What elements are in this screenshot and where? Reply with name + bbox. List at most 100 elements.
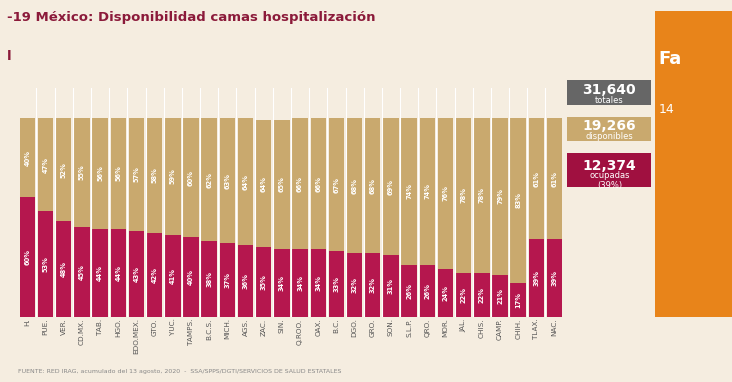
Bar: [74, 118, 89, 227]
Text: 35%: 35%: [261, 274, 266, 290]
Text: 64%: 64%: [261, 175, 266, 191]
Bar: [38, 211, 53, 317]
Text: 78%: 78%: [479, 188, 485, 204]
Text: 55%: 55%: [79, 165, 85, 180]
Bar: [529, 240, 544, 317]
Bar: [129, 231, 144, 317]
Bar: [419, 265, 435, 317]
Text: 76%: 76%: [442, 186, 449, 201]
Bar: [384, 255, 399, 317]
Bar: [329, 251, 344, 317]
Text: 32%: 32%: [370, 277, 376, 293]
Text: 41%: 41%: [170, 268, 176, 284]
Bar: [401, 118, 417, 265]
Text: 66%: 66%: [315, 175, 321, 191]
Text: 24%: 24%: [442, 285, 449, 301]
Bar: [438, 118, 453, 269]
Bar: [529, 118, 544, 240]
Text: 58%: 58%: [152, 168, 157, 183]
Text: ocupadas
(39%): ocupadas (39%): [589, 171, 630, 190]
Text: 22%: 22%: [479, 287, 485, 303]
Bar: [456, 273, 471, 317]
Text: Fa: Fa: [659, 50, 682, 68]
Text: 60%: 60%: [188, 170, 194, 186]
Bar: [74, 227, 89, 317]
Bar: [274, 249, 290, 317]
Text: 42%: 42%: [152, 267, 157, 283]
Text: 79%: 79%: [497, 188, 503, 204]
Text: 43%: 43%: [133, 266, 140, 282]
Text: 83%: 83%: [515, 193, 521, 209]
Text: 65%: 65%: [279, 176, 285, 193]
Text: 44%: 44%: [97, 265, 103, 281]
Bar: [183, 237, 198, 317]
Text: 17%: 17%: [515, 292, 521, 308]
Bar: [147, 118, 163, 233]
Text: 74%: 74%: [425, 183, 430, 199]
Bar: [183, 118, 198, 237]
Bar: [347, 118, 362, 253]
Text: 68%: 68%: [370, 178, 376, 194]
Text: 40%: 40%: [24, 150, 31, 166]
Text: totales: totales: [595, 96, 624, 105]
Bar: [238, 245, 253, 317]
Text: 14: 14: [659, 103, 675, 116]
Text: 37%: 37%: [224, 272, 231, 288]
Bar: [256, 120, 272, 247]
Text: 48%: 48%: [61, 261, 67, 277]
Bar: [384, 118, 399, 255]
Text: 12,374: 12,374: [583, 159, 636, 173]
Bar: [256, 247, 272, 317]
Bar: [201, 241, 217, 317]
Text: 45%: 45%: [79, 264, 85, 280]
Bar: [56, 222, 72, 317]
Bar: [310, 249, 326, 317]
Text: 19,266: 19,266: [583, 119, 636, 133]
Text: 39%: 39%: [534, 270, 539, 286]
Text: 32%: 32%: [351, 277, 358, 293]
Text: 26%: 26%: [406, 283, 412, 299]
Bar: [147, 233, 163, 317]
Text: 56%: 56%: [97, 166, 103, 181]
Text: 61%: 61%: [534, 170, 539, 186]
Bar: [401, 265, 417, 317]
Text: 26%: 26%: [425, 283, 430, 299]
Bar: [510, 283, 526, 317]
Text: 63%: 63%: [224, 173, 231, 189]
Text: 69%: 69%: [388, 178, 394, 194]
Bar: [238, 118, 253, 245]
Bar: [474, 118, 490, 273]
Text: 34%: 34%: [315, 275, 321, 291]
Bar: [92, 118, 108, 229]
Bar: [329, 118, 344, 251]
Text: disponibles: disponibles: [586, 132, 633, 141]
Text: 31,640: 31,640: [583, 83, 636, 97]
Bar: [365, 253, 381, 317]
Bar: [292, 249, 307, 317]
Bar: [220, 243, 235, 317]
Bar: [547, 240, 562, 317]
Text: 53%: 53%: [42, 256, 48, 272]
Bar: [220, 118, 235, 243]
Text: 44%: 44%: [115, 265, 122, 281]
Text: 21%: 21%: [497, 288, 503, 304]
Text: 66%: 66%: [297, 175, 303, 191]
Text: 38%: 38%: [206, 271, 212, 287]
Text: l: l: [7, 50, 12, 63]
Text: 40%: 40%: [188, 269, 194, 285]
Text: 67%: 67%: [333, 176, 340, 193]
Bar: [274, 120, 290, 249]
Text: 39%: 39%: [551, 270, 558, 286]
Bar: [201, 118, 217, 241]
Text: 62%: 62%: [206, 172, 212, 188]
Bar: [111, 229, 126, 317]
Text: 34%: 34%: [279, 275, 285, 291]
Text: 78%: 78%: [460, 188, 467, 204]
Text: 36%: 36%: [242, 273, 249, 289]
Bar: [456, 118, 471, 273]
Bar: [365, 118, 381, 253]
Text: 61%: 61%: [551, 170, 558, 186]
Text: FUENTE: RED IRAG, acumulado del 13 agosto, 2020  -  SSA/SPPS/DGTI/SERVICIOS DE S: FUENTE: RED IRAG, acumulado del 13 agost…: [18, 369, 342, 374]
Bar: [292, 118, 307, 249]
Text: 74%: 74%: [406, 183, 412, 199]
